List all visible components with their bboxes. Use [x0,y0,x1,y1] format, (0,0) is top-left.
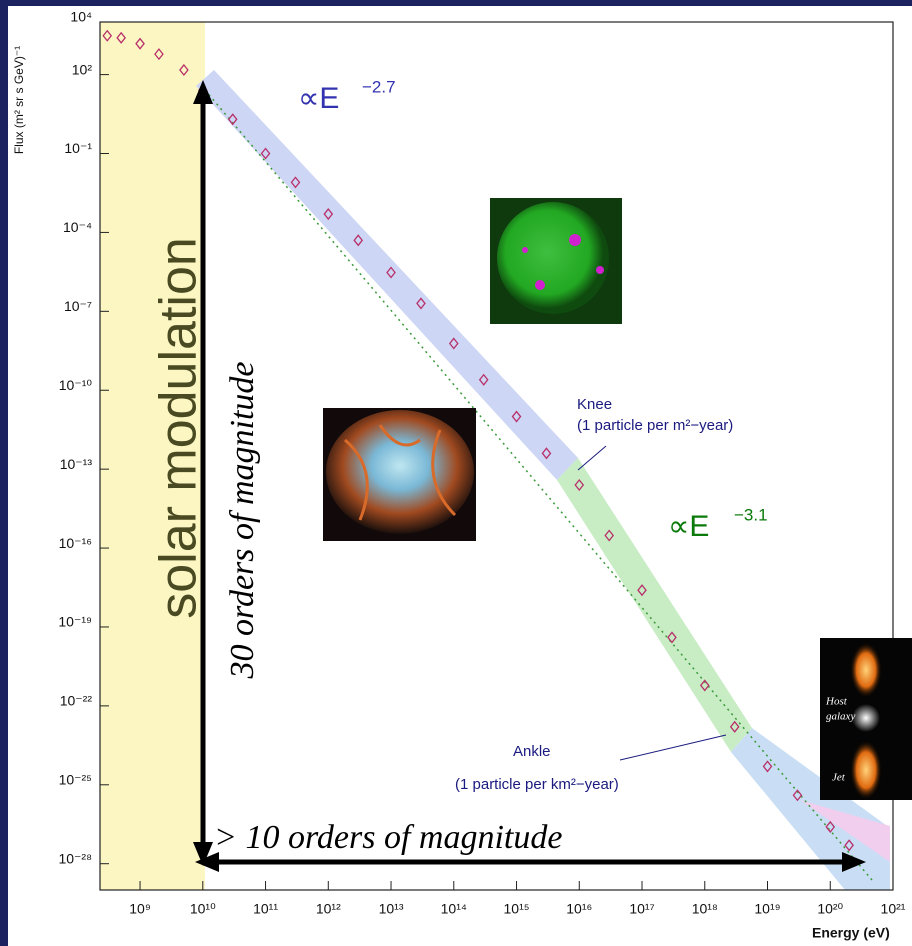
y-tick-label: 10⁻¹ [64,140,92,156]
y-tick-label: 10⁻²⁸ [58,850,92,866]
x-tick-label: 10¹⁹ [754,901,780,917]
slope-label: ∝E [298,82,339,115]
y-tick-label: 10⁻¹³ [60,456,93,472]
slope-label: ∝E [668,510,709,543]
x-tick-label: 10¹⁰ [190,901,216,917]
y-tick-label: 10⁻¹⁶ [59,535,92,551]
y-tick-label: 10⁻⁷ [64,298,92,314]
crab-nebula-image [323,408,476,541]
chart: 10⁹ 10¹⁰ 10¹¹ 10¹² 10¹³ 10¹⁴ 10¹⁵ 10¹⁶ 10¹⁷ 10¹⁸ 1… [0,0,912,946]
galaxy-label: Host [825,696,848,708]
slope-exponent: −3.1 [734,505,768,524]
ankle-note: (1 particle per km²−year) [455,776,619,793]
x-tick-label: 10¹⁴ [441,901,467,917]
radio-galaxy-image: Host galaxy Jet [820,638,912,800]
x-tick-label: 10¹¹ [253,901,278,917]
x-tick-label: 10¹⁷ [629,901,654,917]
solar-label: solar modulation [150,237,208,619]
supernova-remnant-image [490,198,622,324]
y-axis-label: Flux (m² sr s GeV)⁻¹ [12,46,26,154]
x-tick-label: 10²⁰ [817,901,843,917]
x-tick-label: 10¹² [316,901,341,917]
y-tick-label: 10⁻⁴ [63,219,92,235]
y-tick-label: 10⁻¹⁹ [58,614,92,630]
x-axis-label: Energy (eV) [812,925,890,941]
x-tick-label: 10¹⁵ [504,901,530,917]
x-span-label: > 10 orders of magnitude [214,819,562,856]
galaxy-label: galaxy [826,711,855,723]
slope-exponent: −2.7 [362,77,396,96]
x-tick-label: 10¹⁸ [692,901,718,917]
x-tick-label: 10²¹ [881,901,906,917]
y-tick-label: 10⁴ [70,9,92,25]
y-tick-label: 10⁻¹⁰ [59,377,93,393]
page: {"chart_data": { "type": "scatter", "xla… [0,0,912,946]
y-span-label: 30 orders of magnitude [224,361,261,679]
y-tick-label: 10² [72,61,93,77]
y-tick-label: 10⁻²² [60,693,93,709]
y-tick-label: 10⁻²⁵ [59,771,92,787]
ankle-label: Ankle [513,743,551,760]
knee-label: Knee [577,396,612,413]
x-tick-label: 10⁹ [129,901,151,917]
x-tick-label: 10¹³ [379,901,404,917]
x-tick-label: 10¹⁶ [566,901,592,917]
galaxy-label: Jet [832,772,846,784]
knee-note: (1 particle per m²−year) [577,417,733,434]
